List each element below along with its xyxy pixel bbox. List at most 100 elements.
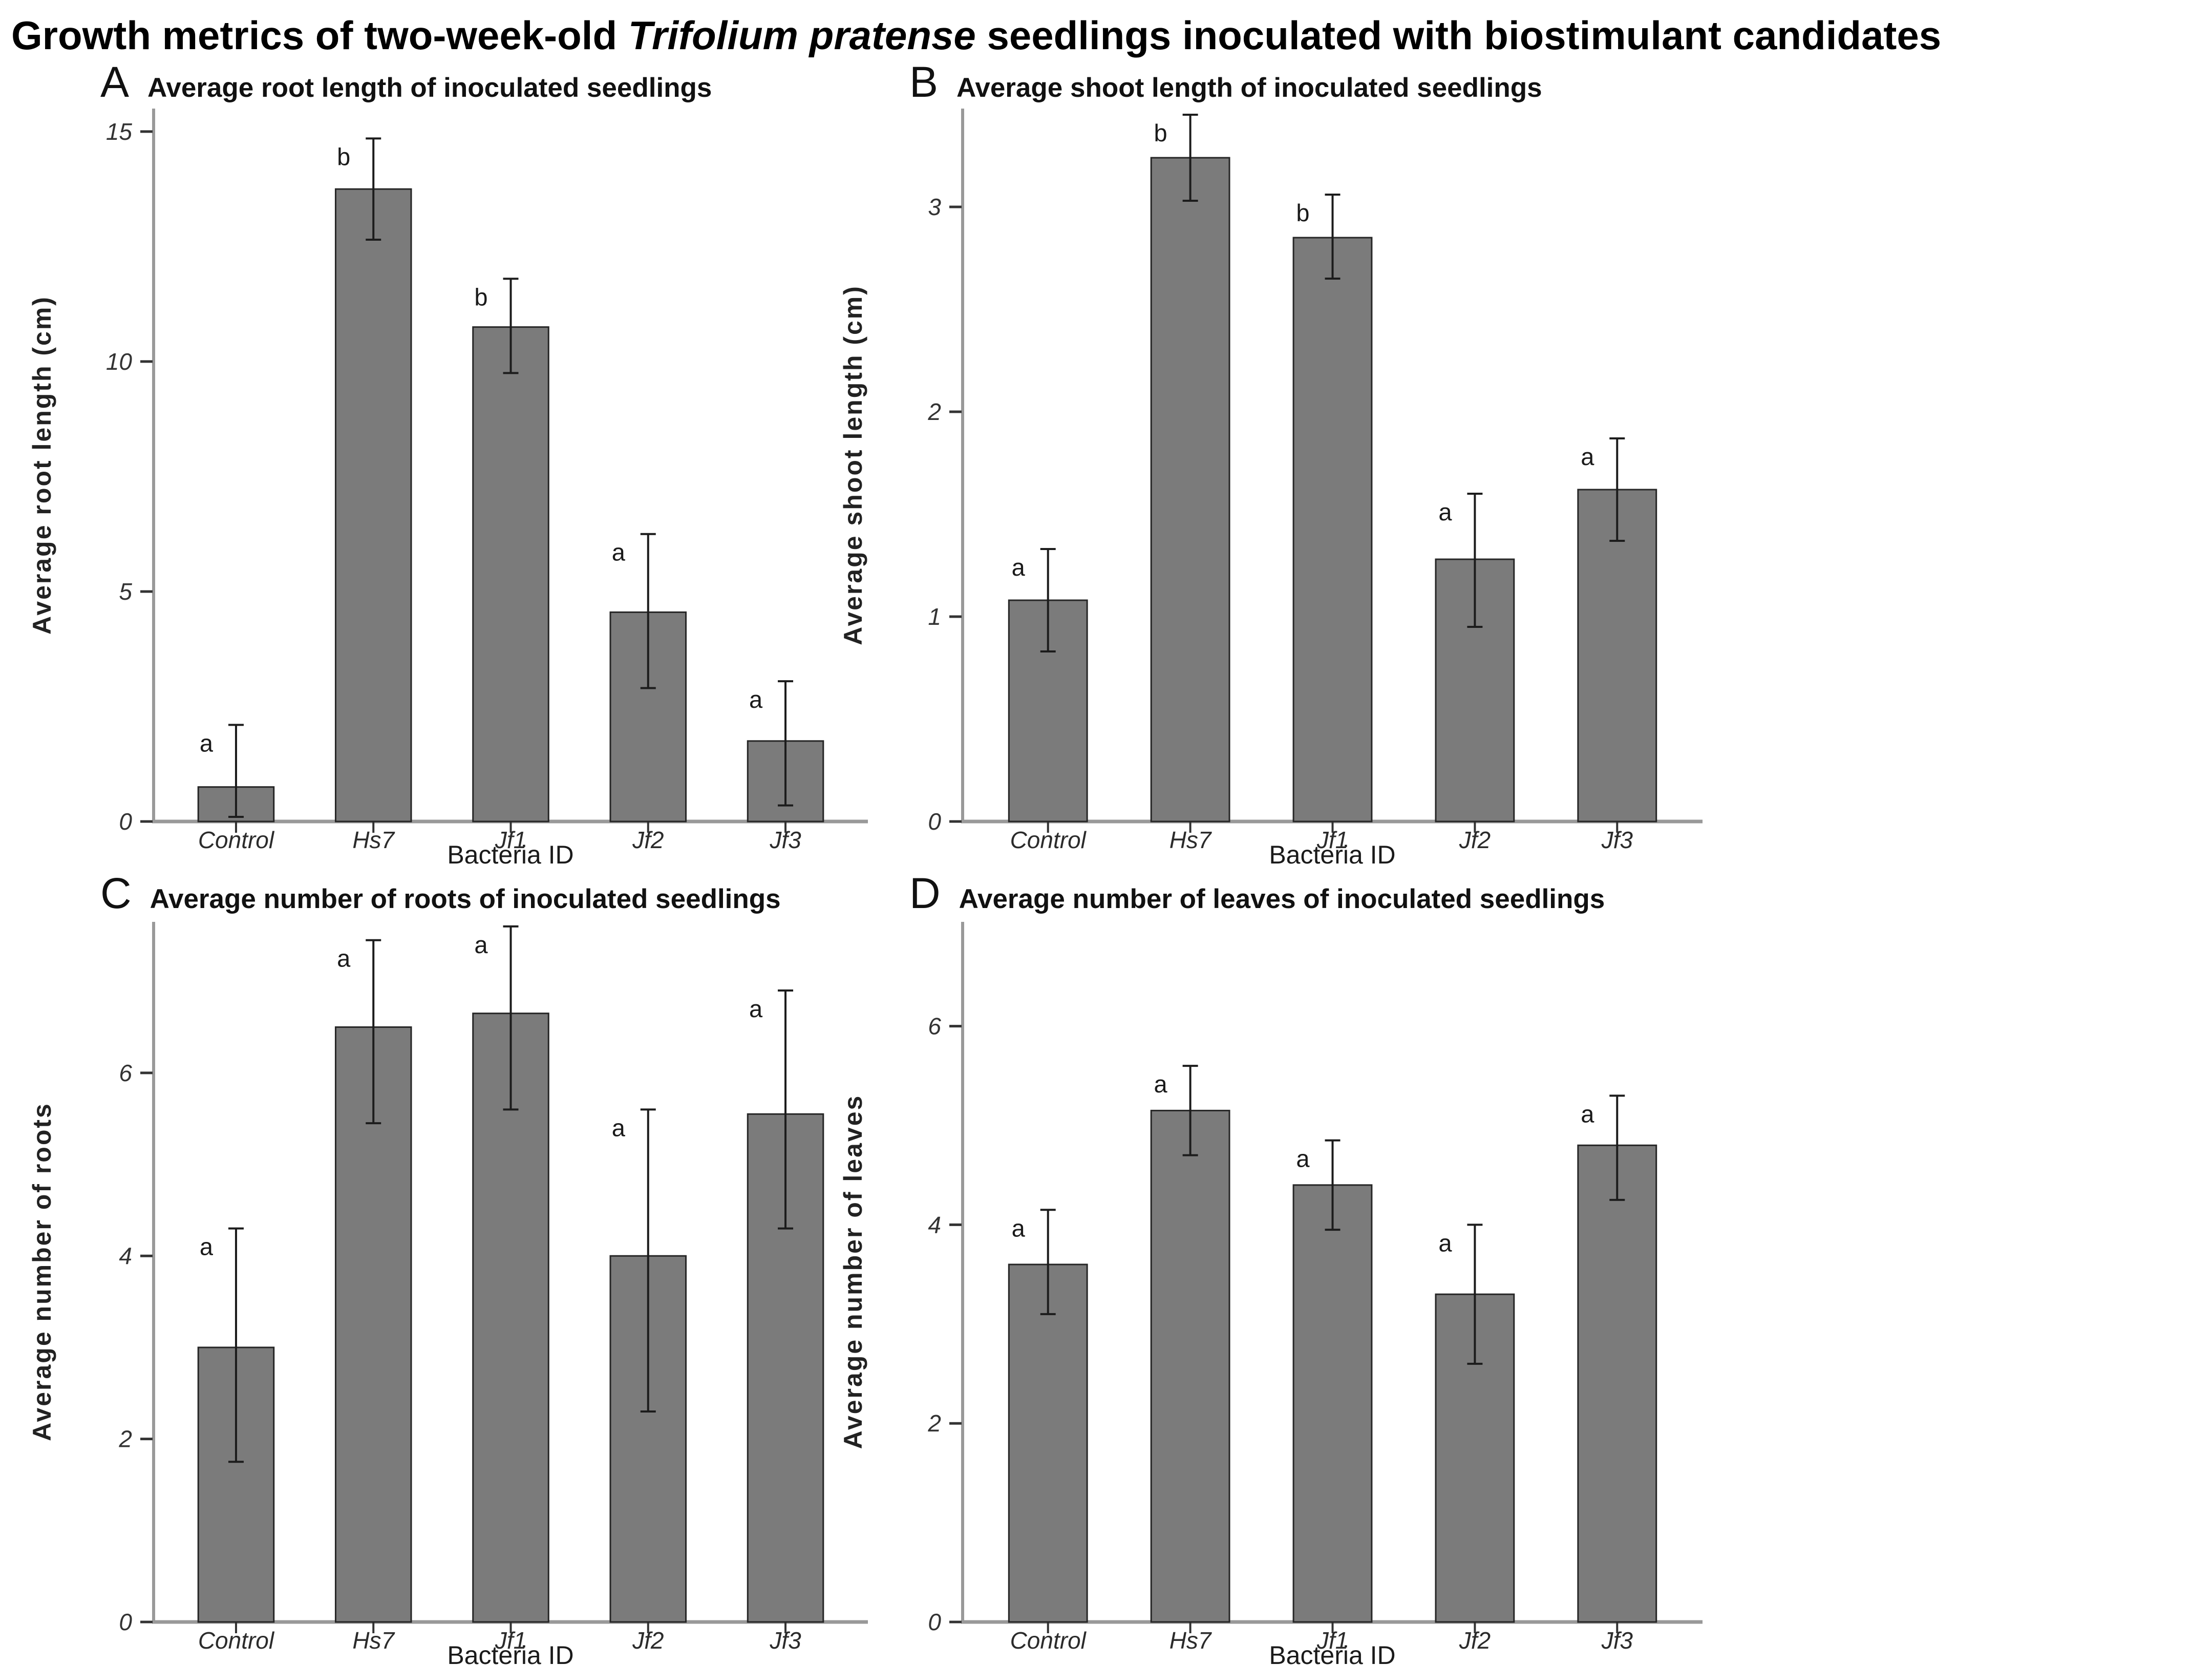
bar-c-jf1 <box>472 1013 549 1623</box>
category-label-c-jf2: Jf2 <box>632 1627 664 1654</box>
errorbar-c-hs7 <box>366 939 381 1125</box>
y-tick-label-a-10: 10 <box>106 348 133 375</box>
errorbar-a-control <box>228 724 244 818</box>
y-tick-label-d-2: 2 <box>927 1410 941 1437</box>
errorbar-d-jf2 <box>1467 1224 1483 1365</box>
figure-title-species: Trifolium pratense <box>628 13 976 58</box>
y-tick-label-d-0: 0 <box>928 1609 941 1635</box>
y-tick-label-d-4: 4 <box>928 1211 941 1238</box>
sig-letter-c-control: a <box>200 1233 214 1260</box>
category-label-b-control: Control <box>1010 827 1087 853</box>
figure-title: Growth metrics of two-week-old Trifolium… <box>11 12 1941 59</box>
errorbar-a-hs7 <box>366 137 381 241</box>
y-tick-label-d-6: 6 <box>928 1013 941 1040</box>
sig-letter-b-jf1: b <box>1296 199 1309 226</box>
y-tick-label-c-2: 2 <box>118 1426 132 1452</box>
errorbar-b-control <box>1040 548 1056 652</box>
y-tick-label-a-15: 15 <box>106 118 133 145</box>
panel-header-b: B Average shoot length of inoculated see… <box>909 60 1542 103</box>
errorbar-c-jf3 <box>778 989 794 1230</box>
bar-b-hs7 <box>1150 157 1230 823</box>
bar-d-jf1 <box>1292 1184 1373 1623</box>
errorbar-c-jf1 <box>503 925 519 1111</box>
errorbar-b-jf2 <box>1467 493 1483 628</box>
sig-letter-a-control: a <box>200 729 214 756</box>
y-tick-label-b-2: 2 <box>927 398 941 425</box>
y-tick-label-b-3: 3 <box>928 194 941 220</box>
sig-letter-c-jf3: a <box>749 995 763 1022</box>
panel-plot-d: 0 2 4 6 Control a Hs7 a Jf1 a Jf2 a Jf3 a <box>927 922 1703 1654</box>
bar-d-control <box>1008 1263 1088 1623</box>
bar-a-hs7 <box>334 188 412 823</box>
category-label-a-control: Control <box>198 827 275 853</box>
sig-letter-d-jf3: a <box>1581 1100 1594 1127</box>
sig-letter-d-jf1: a <box>1296 1145 1310 1172</box>
panel-title-a: Average root length of inoculated seedli… <box>147 73 712 103</box>
panel-plot-a: 0 5 10 15 Control a Hs7 b Jf1 b Jf2 a Jf3 a <box>106 109 868 853</box>
panel-plot-b: 0 1 2 3 Control a Hs7 b Jf1 b Jf2 a Jf3 a <box>927 109 1703 853</box>
panel-plot-c: 0 2 4 6 Control a Hs7 a Jf1 a Jf2 a Jf3 a <box>118 922 868 1654</box>
errorbar-d-control <box>1040 1209 1056 1315</box>
errorbar-c-control <box>228 1227 244 1463</box>
sig-letter-d-control: a <box>1012 1214 1026 1241</box>
x-axis-title-d: Bacteria ID <box>1269 1641 1396 1665</box>
y-tick-label-b-0: 0 <box>928 808 941 835</box>
sig-letter-b-control: a <box>1012 554 1026 581</box>
errorbar-d-jf1 <box>1325 1139 1341 1231</box>
category-label-d-jf1: Jf1 <box>1316 1627 1348 1654</box>
y-tick-label-c-4: 4 <box>119 1242 132 1269</box>
panel-header-a: A Average root length of inoculated seed… <box>100 60 712 103</box>
category-label-a-hs7: Hs7 <box>352 827 395 853</box>
y-tick-label-c-0: 0 <box>119 1609 132 1635</box>
category-label-c-jf1: Jf1 <box>495 1627 526 1654</box>
errorbar-a-jf2 <box>640 533 656 689</box>
panel-letter-c: C <box>100 869 132 917</box>
category-label-b-jf3: Jf3 <box>1601 827 1633 853</box>
sig-letter-c-jf2: a <box>612 1114 626 1141</box>
sig-letter-a-jf1: b <box>474 283 487 310</box>
category-label-a-jf2: Jf2 <box>632 827 664 853</box>
category-label-d-hs7: Hs7 <box>1169 1627 1212 1654</box>
category-label-d-jf3: Jf3 <box>1601 1627 1633 1654</box>
bar-a-jf1 <box>472 326 549 823</box>
sig-letter-c-hs7: a <box>337 945 351 972</box>
panel-letter-a: A <box>100 58 130 106</box>
category-label-b-hs7: Hs7 <box>1169 827 1212 853</box>
sig-letter-c-jf1: a <box>474 931 488 958</box>
y-tick-label-c-6: 6 <box>119 1060 132 1086</box>
category-label-a-jf3: Jf3 <box>769 827 801 853</box>
category-label-b-jf2: Jf2 <box>1459 827 1491 853</box>
panel-letter-b: B <box>909 58 939 106</box>
category-label-d-jf2: Jf2 <box>1459 1627 1491 1654</box>
figure-title-prefix: Growth metrics of two-week-old <box>11 13 628 58</box>
category-label-d-control: Control <box>1010 1627 1087 1654</box>
category-label-c-hs7: Hs7 <box>352 1627 395 1654</box>
errorbar-b-jf3 <box>1609 437 1625 542</box>
y-tick-label-a-0: 0 <box>119 808 132 835</box>
category-label-a-jf1: Jf1 <box>495 827 526 853</box>
panel-letter-d: D <box>909 869 941 917</box>
sig-letter-b-jf2: a <box>1438 498 1452 525</box>
errorbar-c-jf2 <box>640 1108 656 1413</box>
panel-title-d: Average number of leaves of inoculated s… <box>959 884 1605 914</box>
sig-letter-b-hs7: b <box>1154 119 1167 146</box>
errorbar-b-jf1 <box>1325 194 1341 280</box>
y-tick-label-a-5: 5 <box>119 578 132 605</box>
category-label-b-jf1: Jf1 <box>1316 827 1348 853</box>
sig-letter-b-jf3: a <box>1581 443 1594 470</box>
sig-letter-a-hs7: b <box>337 143 350 170</box>
errorbar-d-jf3 <box>1609 1094 1625 1201</box>
errorbar-a-jf1 <box>503 278 519 374</box>
category-label-c-jf3: Jf3 <box>769 1627 801 1654</box>
category-label-c-control: Control <box>198 1627 275 1654</box>
sig-letter-d-jf2: a <box>1438 1229 1452 1256</box>
panel-title-b: Average shoot length of inoculated seedl… <box>956 73 1542 103</box>
panel-header-d: D Average number of leaves of inoculated… <box>909 872 1605 915</box>
errorbar-d-hs7 <box>1182 1065 1198 1156</box>
panel-title-c: Average number of roots of inoculated se… <box>150 884 781 914</box>
x-axis-title-a: Bacteria ID <box>447 840 574 869</box>
sig-letter-a-jf2: a <box>612 539 626 566</box>
errorbar-a-jf3 <box>778 680 794 807</box>
